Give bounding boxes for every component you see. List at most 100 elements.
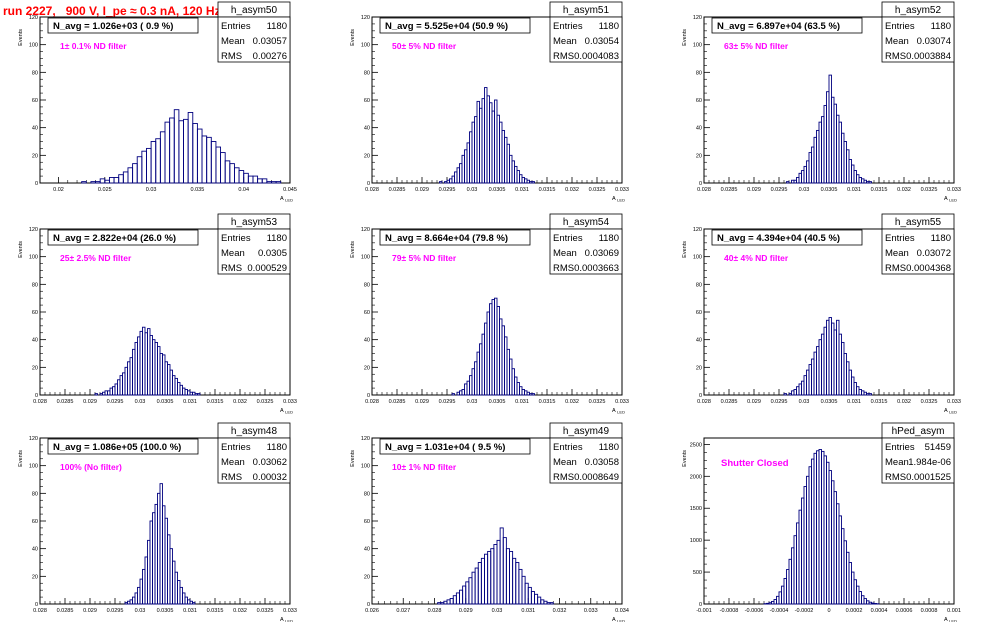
- histogram-bin: [537, 596, 542, 605]
- histogram-bin: [252, 175, 259, 184]
- histogram-bin: [534, 593, 539, 605]
- x-tick-label: 0.032: [565, 187, 579, 193]
- stats-label: Mean: [885, 457, 909, 468]
- stats-box: [881, 16, 955, 63]
- y-tick-label: 40: [696, 126, 702, 132]
- y-tick-label: 100: [693, 43, 702, 49]
- x-tick-label: 0.032: [565, 399, 579, 405]
- stats-box: [549, 228, 623, 275]
- histogram-bin: [543, 600, 548, 605]
- y-tick-label: 2000: [690, 474, 702, 480]
- x-axis-title: A LED: [612, 408, 625, 415]
- histogram-bin: [118, 174, 124, 184]
- histogram-bin: [81, 181, 87, 184]
- x-tick-label: 0.0315: [871, 187, 888, 193]
- y-tick-label: 80: [364, 70, 370, 76]
- y-axis-title: Events: [350, 29, 356, 46]
- stats-label: Entries: [553, 233, 583, 244]
- y-tick-label: 20: [364, 574, 370, 580]
- histogram-bin: [480, 557, 485, 605]
- histogram-bin: [178, 120, 184, 184]
- x-tick-label: 0.03: [467, 187, 478, 193]
- y-tick-label: 80: [364, 282, 370, 288]
- stats-label: Entries: [553, 21, 583, 32]
- histogram-bin: [452, 595, 457, 605]
- filter-note: 25± 2.5% ND filter: [60, 253, 132, 263]
- x-tick-label: 0.03: [467, 399, 478, 405]
- x-tick-label: 0.0315: [207, 608, 224, 614]
- x-tick-label: 0.0002: [846, 608, 863, 614]
- y-tick-label: 0: [367, 602, 370, 608]
- y-tick-label: 80: [32, 70, 38, 76]
- histogram-bin: [261, 178, 268, 184]
- x-tick-label: 0.0305: [157, 399, 174, 405]
- y-axis-title: Events: [350, 450, 356, 467]
- y-tick-label: 40: [32, 547, 38, 553]
- stats-label: Entries: [221, 21, 251, 32]
- x-tick-label: 0.03: [492, 608, 503, 614]
- x-tick-label: 0.027: [396, 608, 410, 614]
- histogram-bin: [493, 544, 498, 605]
- y-tick-label: 80: [32, 491, 38, 497]
- stats-value: 0.03057: [253, 36, 287, 47]
- histogram-bin: [439, 181, 443, 184]
- x-tick-label: 0.0295: [771, 187, 788, 193]
- stats-value: 0.0008649: [574, 472, 619, 483]
- y-tick-label: 20: [32, 574, 38, 580]
- y-tick-label: 0: [699, 602, 702, 608]
- stats-value: 0.03069: [585, 248, 619, 259]
- histogram-bin: [531, 393, 535, 396]
- y-tick-label: 80: [696, 70, 702, 76]
- x-tick-label: -0.0008: [720, 608, 739, 614]
- stats-label: RMS: [221, 472, 242, 483]
- histogram-panel-hPed_asym: 0 500 1000 1500 2000 2500 -0.001 -0.0008 -0.0006…: [682, 422, 961, 622]
- navg-box: [379, 17, 531, 34]
- y-tick-label: 0: [699, 393, 702, 399]
- x-tick-label: 0.029: [415, 399, 429, 405]
- histogram-bin: [159, 131, 166, 184]
- navg-label: N_avg = 2.822e+04 (26.0 %): [53, 233, 176, 244]
- y-tick-label: 120: [361, 227, 370, 233]
- y-tick-label: 60: [32, 98, 38, 104]
- stats-box: [217, 437, 291, 484]
- histogram-title: h_asym51: [563, 5, 610, 16]
- histogram-bin: [527, 586, 532, 605]
- y-axis-title: Events: [18, 29, 24, 46]
- x-tick-label: 0.026: [365, 608, 379, 614]
- navg-box: [47, 438, 199, 455]
- y-tick-label: 2500: [690, 442, 702, 448]
- navg-box: [711, 17, 863, 34]
- histogram-panel-h_asym53: 0 20 40 60 80 100 120 0.028 0.0285 0.029 0.0295 0.0…: [18, 213, 297, 415]
- histogram-bin: [437, 602, 442, 605]
- x-tick-label: 0.0008: [921, 608, 938, 614]
- histogram-bin: [206, 136, 212, 184]
- navg-label: N_avg = 6.897e+04 (63.5 %): [717, 21, 840, 32]
- histogram-bin: [233, 167, 240, 184]
- histogram-bin: [196, 128, 203, 184]
- histogram-bin: [462, 585, 467, 605]
- x-tick-label: 0.0325: [589, 187, 606, 193]
- histogram-bin: [786, 181, 790, 184]
- x-tick-label: 0.0305: [157, 608, 174, 614]
- x-tick-label: 0.045: [283, 187, 297, 193]
- histogram-bin: [229, 163, 235, 184]
- x-tick-label: 0.031: [183, 608, 197, 614]
- filter-note: 40± 4% ND filter: [724, 253, 789, 263]
- histogram-panel-h_asym50: 0 20 40 60 80 100 120 0.02 0.025 0.03 0.035 0.04 0.0…: [18, 1, 297, 203]
- x-axis-subscript: LED: [949, 198, 957, 203]
- y-tick-label: 0: [35, 393, 38, 399]
- y-tick-label: 60: [32, 310, 38, 316]
- y-tick-label: 0: [35, 602, 38, 608]
- x-tick-label: 0.033: [283, 608, 297, 614]
- x-tick-label: 0.0325: [589, 399, 606, 405]
- histogram-bin: [257, 178, 263, 184]
- navg-label: N_avg = 1.086e+05 (100.0 %): [53, 442, 181, 453]
- x-tick-label: 0.029: [83, 399, 97, 405]
- histogram-bin: [465, 581, 470, 605]
- x-tick-label: -0.0004: [770, 608, 789, 614]
- stats-value: 1180: [267, 233, 287, 244]
- histogram-bin: [275, 181, 282, 184]
- y-tick-label: 20: [364, 365, 370, 371]
- y-tick-label: 100: [361, 43, 370, 49]
- x-tick-label: 0.033: [615, 399, 629, 405]
